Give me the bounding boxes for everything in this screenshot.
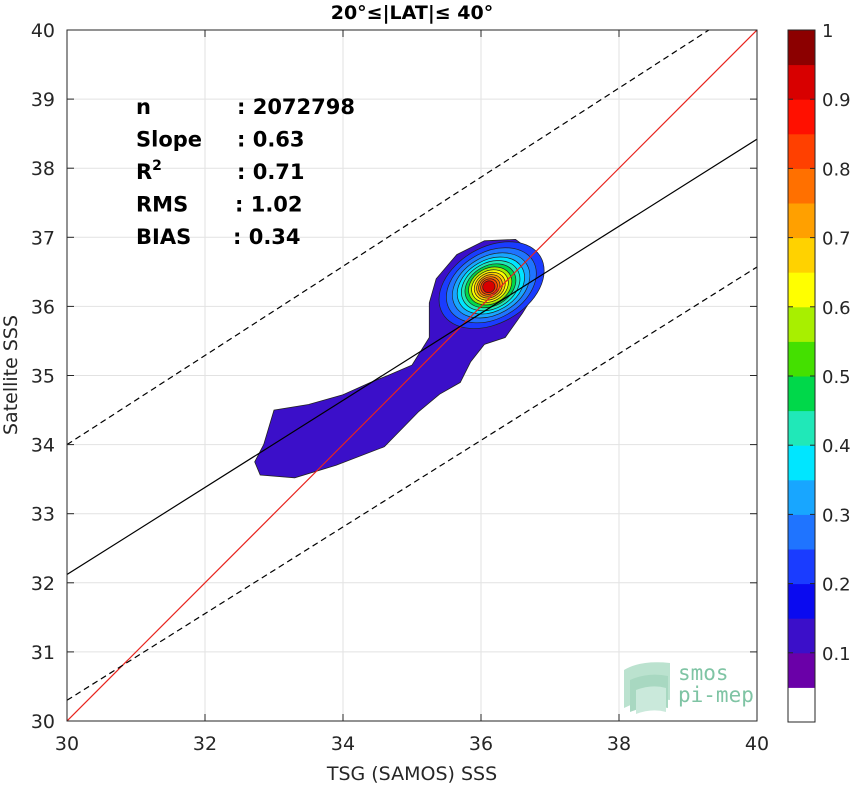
logo-waves-icon bbox=[624, 662, 670, 714]
colorbar-tick-label: 0.2 bbox=[822, 575, 851, 596]
y-tick-label: 31 bbox=[31, 642, 55, 664]
y-tick-label: 40 bbox=[31, 20, 55, 42]
stat-value: : 0.71 bbox=[237, 160, 305, 184]
stat-superscript: 2 bbox=[152, 158, 162, 174]
y-tick-label: 33 bbox=[31, 504, 55, 526]
x-axis-label: TSG (SAMOS) SSS bbox=[326, 763, 497, 785]
grid bbox=[66, 29, 758, 722]
colorbar-segment bbox=[788, 64, 815, 100]
colorbar-segment bbox=[788, 376, 815, 412]
colorbar-segment bbox=[788, 341, 815, 377]
y-axis-ticks: 30 31 32 33 34 35 36 37 38 39 40 bbox=[31, 20, 757, 733]
logo-text-smos: smos bbox=[678, 661, 729, 685]
colorbar-segment bbox=[788, 410, 815, 446]
colorbar-segment bbox=[788, 133, 815, 169]
y-tick-label: 39 bbox=[31, 89, 55, 111]
y-axis-label: Satellite SSS bbox=[0, 315, 22, 435]
stat-value: : 0.34 bbox=[233, 225, 301, 249]
stat-value: : 0.63 bbox=[237, 128, 305, 152]
stat-value: : 2072798 bbox=[237, 95, 355, 119]
fit-line bbox=[67, 138, 757, 576]
x-tick-label: 40 bbox=[745, 733, 769, 755]
colorbar-segment bbox=[788, 583, 815, 619]
colorbar-segment bbox=[788, 168, 815, 204]
colorbar-segment bbox=[788, 306, 815, 342]
lower-bound-line bbox=[67, 266, 757, 701]
y-tick-label: 36 bbox=[31, 296, 55, 318]
regression-lines bbox=[67, 30, 757, 721]
contour-level-13 bbox=[482, 280, 496, 294]
colorbar-tick-label: 0.6 bbox=[822, 298, 851, 319]
x-axis-ticks: 30 32 34 36 38 40 bbox=[55, 30, 769, 755]
colorbar-tick-label: 1 bbox=[822, 21, 833, 42]
colorbar-tick-label: 0.9 bbox=[822, 90, 851, 111]
stat-label: BIAS bbox=[136, 225, 191, 249]
x-tick-label: 30 bbox=[55, 733, 79, 755]
x-tick-label: 36 bbox=[469, 733, 493, 755]
colorbar-segment bbox=[788, 514, 815, 550]
colorbar-segment bbox=[788, 445, 815, 481]
colorbar-tick-label: 0.3 bbox=[822, 505, 851, 526]
density-contours bbox=[254, 238, 545, 479]
colorbar-segment bbox=[788, 618, 815, 654]
y-tick-label: 32 bbox=[31, 573, 55, 595]
colorbar-segment bbox=[788, 549, 815, 585]
colorbar-segment bbox=[788, 99, 815, 135]
colorbar-segment bbox=[788, 479, 815, 515]
colorbar-tick-label: 0.8 bbox=[822, 159, 851, 180]
colorbar-segment bbox=[788, 687, 815, 723]
colorbar-segment bbox=[788, 272, 815, 308]
y-tick-label: 34 bbox=[31, 435, 55, 457]
colorbar-tick-label: 0.1 bbox=[822, 644, 851, 665]
identity-line bbox=[67, 30, 757, 721]
x-tick-label: 38 bbox=[607, 733, 631, 755]
y-tick-label: 38 bbox=[31, 158, 55, 180]
y-tick-label: 30 bbox=[31, 711, 55, 733]
colorbar-tick-label: 0.4 bbox=[822, 436, 851, 457]
stat-value: : 1.02 bbox=[235, 193, 303, 217]
colorbar-segment bbox=[788, 237, 815, 273]
stat-label: n bbox=[136, 95, 151, 119]
x-tick-label: 32 bbox=[193, 733, 217, 755]
stat-label: RMS bbox=[136, 193, 188, 217]
colorbar-tick-label: 0.7 bbox=[822, 229, 851, 250]
x-tick-label: 34 bbox=[331, 733, 355, 755]
y-tick-label: 37 bbox=[31, 227, 55, 249]
colorbar-segment bbox=[788, 30, 815, 66]
chart-title: 20°≤|LAT|≤ 40° bbox=[331, 2, 494, 24]
stat-label: Slope bbox=[136, 128, 202, 152]
colorbar: 0.1 0.2 0.3 0.4 0.5 0.6 0.7 0.8 0.9 1 bbox=[787, 21, 851, 723]
logo-text-pimep: pi-mep bbox=[678, 683, 754, 707]
colorbar-tick-label: 0.5 bbox=[822, 367, 851, 388]
y-tick-label: 35 bbox=[31, 366, 55, 388]
colorbar-segment bbox=[788, 203, 815, 239]
upper-bound-line bbox=[67, 30, 710, 446]
colorbar-segment bbox=[788, 652, 815, 688]
smos-pimep-logo: smos pi-mep bbox=[624, 661, 754, 714]
